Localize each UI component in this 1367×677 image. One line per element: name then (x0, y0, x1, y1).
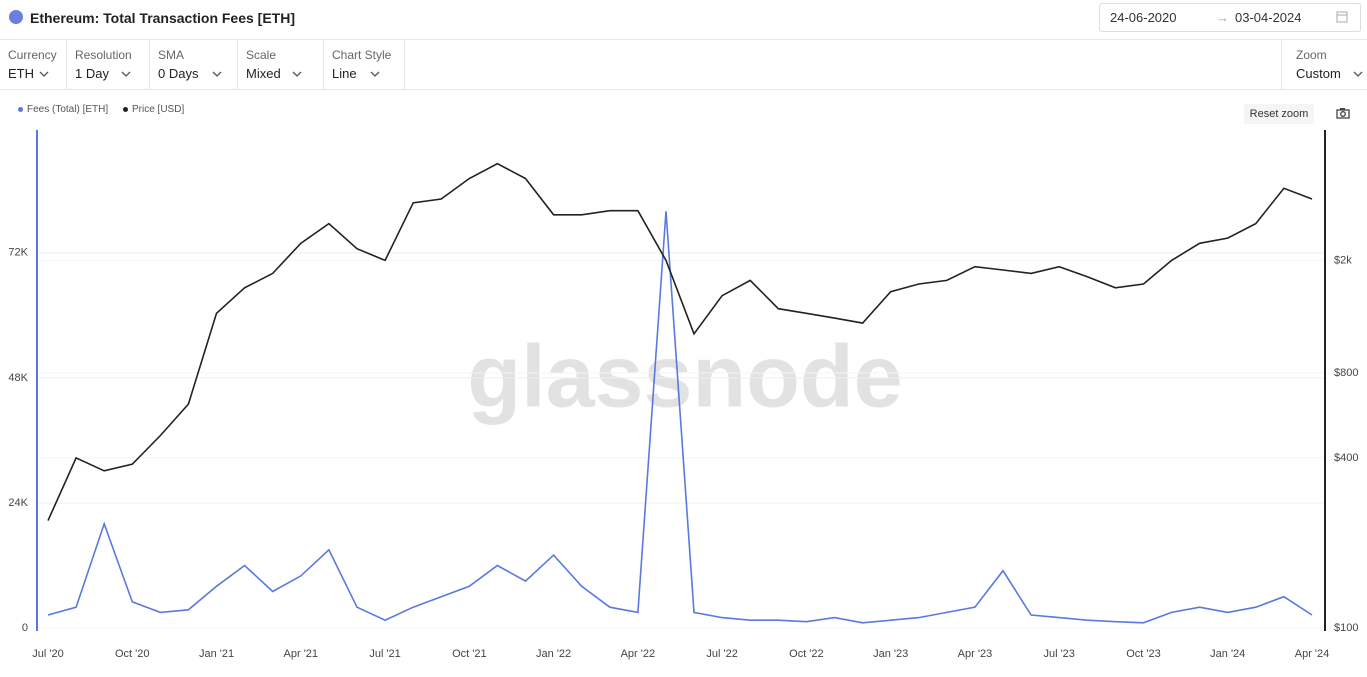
chevron (292, 71, 302, 77)
x-tick-label: Apr '22 (621, 648, 656, 660)
x-tick-label: Apr '21 (284, 648, 319, 660)
x-tick-label: Jan '23 (873, 648, 908, 660)
chevron (121, 71, 131, 77)
y-tick-label: 72K (8, 247, 28, 259)
header: Ethereum: Total Transaction Fees [ETH] 2… (0, 0, 1367, 40)
control-label: Zoom (1296, 48, 1327, 62)
date-from[interactable]: 24-06-2020 (1110, 10, 1177, 25)
chevron-path (292, 71, 302, 77)
control-value: ETH (8, 66, 34, 81)
control[interactable]: Chart Style Line (324, 40, 405, 89)
chevron-path (212, 71, 222, 77)
control-label: Scale (246, 48, 277, 62)
legend-label: Fees (Total) [ETH] (27, 104, 109, 115)
x-tick-label: Oct '20 (115, 648, 150, 660)
control-label: Resolution (75, 48, 132, 62)
x-tick-label: Apr '24 (1295, 648, 1330, 660)
date-range[interactable]: 24-06-2020 → 03-04-2024 (1099, 3, 1361, 32)
legend-dot (123, 106, 128, 112)
chevron-path (121, 71, 131, 77)
x-tick-label: Jul '20 (32, 648, 63, 660)
control[interactable]: Scale Mixed (238, 40, 324, 89)
x-tick-label: Oct '21 (452, 648, 487, 660)
chevron (212, 71, 222, 77)
legend-item[interactable]: Price [USD] (123, 104, 184, 115)
control-value: Line (332, 66, 357, 81)
control-value: 1 Day (75, 66, 109, 81)
watermark: glassnode (467, 326, 902, 425)
zoom-control[interactable]: Zoom Custom (1281, 40, 1367, 89)
calendar-icon (1336, 11, 1348, 23)
control-label: Chart Style (332, 48, 392, 62)
chevron-path (370, 71, 380, 77)
arrow: → (1216, 10, 1229, 25)
reset-zoom[interactable]: Reset zoom (1244, 104, 1314, 124)
y-tick-label: 0 (22, 622, 28, 634)
y-tick-label: 24K (8, 497, 28, 509)
date-to[interactable]: 03-04-2024 (1235, 10, 1302, 25)
x-tick-label: Jul '22 (706, 648, 737, 660)
x-tick-label: Jan '22 (536, 648, 571, 660)
control[interactable]: Currency ETH (0, 40, 67, 89)
eth-logo (9, 10, 23, 24)
chevron (39, 71, 49, 77)
series-line (47, 162, 1313, 521)
x-tick-label: Oct '22 (789, 648, 824, 660)
legend-item[interactable]: Fees (Total) [ETH] (18, 104, 108, 115)
chevron (1353, 71, 1363, 77)
y-tick-label: 48K (8, 372, 28, 384)
control-label: SMA (158, 48, 185, 62)
y2-tick-label: $2k (1334, 254, 1352, 266)
chart: glassnode 0 24K 48K 72K $100 $400 $800 $2k Jul '… (8, 130, 1358, 660)
x-tick-label: Jul '21 (369, 648, 400, 660)
legend-label: Price [USD] (132, 104, 185, 115)
series-line (47, 211, 1313, 624)
camera-icon[interactable] (1336, 107, 1350, 119)
control-label: Currency (8, 48, 57, 62)
y2-tick-label: $400 (1334, 452, 1358, 464)
chevron (370, 71, 380, 77)
control-value: 0 Days (158, 66, 199, 81)
x-tick-label: Jan '24 (1210, 648, 1245, 660)
chevron-path (39, 71, 49, 77)
chevron-path (1353, 71, 1363, 77)
x-tick-label: Oct '23 (1126, 648, 1161, 660)
controls-bar: Currency ETH Resolution 1 Day SMA 0 Days Scale… (0, 40, 1367, 90)
control-value: Custom (1296, 66, 1341, 81)
control[interactable]: Resolution 1 Day (67, 40, 150, 89)
x-tick-label: Jan '21 (199, 648, 234, 660)
page-title: Ethereum: Total Transaction Fees [ETH] (30, 10, 296, 26)
x-tick-label: Apr '23 (958, 648, 993, 660)
control[interactable]: SMA 0 Days (150, 40, 238, 89)
legend-dot (18, 106, 23, 112)
y2-tick-label: $800 (1334, 367, 1358, 379)
x-tick-label: Jul '23 (1043, 648, 1074, 660)
y2-tick-label: $100 (1334, 622, 1358, 634)
control-value: Mixed (246, 66, 281, 81)
